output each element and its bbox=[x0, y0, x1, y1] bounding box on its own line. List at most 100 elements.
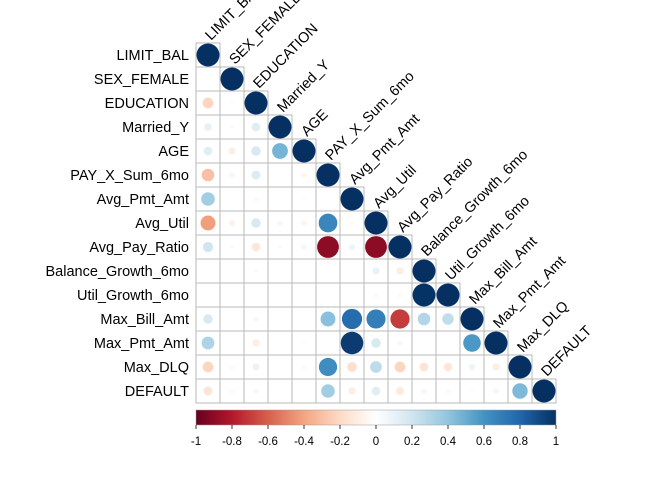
corr-circle-14-12 bbox=[493, 388, 499, 394]
corr-circle-5-5 bbox=[316, 163, 340, 187]
cell-9-1 bbox=[219, 258, 245, 284]
corr-circle-8-5 bbox=[317, 236, 339, 258]
corr-circle-7-0 bbox=[200, 215, 216, 231]
corr-circle-13-0 bbox=[202, 361, 214, 373]
cell-9-6 bbox=[339, 258, 365, 284]
row-label: SEX_FEMALE bbox=[94, 72, 189, 88]
cell-9-3 bbox=[267, 258, 293, 284]
corr-circle-2-1 bbox=[230, 101, 234, 105]
corr-circle-14-10 bbox=[445, 388, 451, 394]
row-label: LIMIT_BAL bbox=[116, 48, 189, 64]
corr-circle-6-5 bbox=[326, 197, 330, 201]
colorbar-tick-label: 0.6 bbox=[476, 436, 492, 448]
row-label: Max_DLQ bbox=[124, 360, 189, 376]
corr-circle-4-1 bbox=[228, 147, 236, 155]
corr-circle-12-6 bbox=[340, 331, 364, 355]
corr-circle-13-12 bbox=[492, 363, 500, 371]
corr-circle-8-3 bbox=[278, 245, 282, 249]
colorbar: -1 -0.8 -0.6 -0.4 -0.2 0 0.2 0.4 0.6 0.8 1 bbox=[191, 409, 559, 448]
row-label: Married_Y bbox=[122, 120, 189, 136]
corr-circle-14-1 bbox=[229, 388, 235, 394]
corr-circle-11-8 bbox=[390, 309, 410, 329]
cell-11-4 bbox=[291, 306, 317, 332]
corr-circle-7-7 bbox=[364, 211, 388, 235]
corr-circle-3-2 bbox=[251, 122, 261, 132]
cell-10-0 bbox=[195, 282, 221, 308]
corr-circle-10-9 bbox=[412, 283, 436, 307]
corr-circle-11-10 bbox=[442, 313, 454, 325]
colorbar-tick-label: -0.4 bbox=[294, 436, 314, 448]
corr-circle-8-6 bbox=[348, 243, 356, 251]
cell-12-3 bbox=[267, 330, 293, 356]
corr-circle-14-4 bbox=[302, 389, 306, 393]
corr-circle-9-2 bbox=[254, 269, 258, 273]
corr-circle-6-1 bbox=[230, 197, 234, 201]
corr-circle-12-4 bbox=[302, 341, 306, 345]
cell-9-7 bbox=[363, 258, 389, 284]
corr-circle-6-0 bbox=[201, 192, 215, 206]
colorbar-tick-label: 0.2 bbox=[404, 436, 420, 448]
corr-circle-14-9 bbox=[421, 388, 427, 394]
corr-circle-14-0 bbox=[203, 386, 213, 396]
corr-circle-10-7 bbox=[373, 292, 379, 298]
row-label: EDUCATION bbox=[105, 96, 189, 112]
corr-circle-13-4 bbox=[301, 364, 307, 370]
cell-10-4 bbox=[291, 282, 317, 308]
corr-circle-7-1 bbox=[228, 219, 236, 227]
corr-circle-1-0 bbox=[206, 77, 210, 81]
row-label: PAY_X_Sum_6mo bbox=[70, 168, 189, 184]
corr-circle-14-7 bbox=[371, 386, 381, 396]
corr-circle-5-3 bbox=[278, 173, 282, 177]
corr-circle-11-0 bbox=[203, 314, 213, 324]
corr-circle-7-2 bbox=[251, 218, 261, 228]
corr-circle-8-8 bbox=[388, 235, 412, 259]
cell-14-3 bbox=[267, 378, 293, 404]
corr-circle-12-12 bbox=[484, 331, 508, 355]
corr-circle-13-7 bbox=[370, 361, 382, 373]
corr-circle-12-11 bbox=[463, 334, 481, 352]
corr-circle-11-11 bbox=[460, 307, 484, 331]
colorbar-tick-label: 0 bbox=[373, 436, 379, 448]
correlation-grid bbox=[195, 42, 557, 404]
cell-13-3 bbox=[267, 354, 293, 380]
corr-circle-11-7 bbox=[366, 309, 386, 329]
corr-circle-6-4 bbox=[302, 197, 306, 201]
corr-circle-11-2 bbox=[253, 316, 259, 322]
cell-13-2 bbox=[243, 354, 269, 380]
corr-circle-14-8 bbox=[396, 387, 404, 395]
corr-circle-9-9 bbox=[412, 259, 436, 283]
colorbar-tick-label: -0.2 bbox=[330, 436, 350, 448]
corr-circle-6-3 bbox=[278, 197, 282, 201]
corr-circle-5-0 bbox=[201, 168, 215, 182]
colorbar-ticks: -1 -0.8 -0.6 -0.4 -0.2 0 0.2 0.4 0.6 0.8 1 bbox=[191, 425, 559, 448]
corr-circle-13-8 bbox=[394, 361, 406, 373]
cell-14-13 bbox=[507, 378, 533, 404]
colorbar-tick-label: -0.8 bbox=[222, 436, 242, 448]
row-label: Balance_Growth_6mo bbox=[46, 264, 189, 280]
cell-9-0 bbox=[195, 258, 221, 284]
corr-circle-11-5 bbox=[320, 311, 336, 327]
row-label: Util_Growth_6mo bbox=[77, 288, 189, 304]
colorbar-tick-label: -1 bbox=[191, 436, 201, 448]
cell-11-1 bbox=[219, 306, 245, 332]
corr-circle-10-10 bbox=[436, 283, 460, 307]
cell-12-10 bbox=[435, 330, 461, 356]
colorbar-gradient bbox=[195, 409, 557, 426]
corr-circle-8-2 bbox=[251, 242, 261, 252]
column-label: PAY_X_Sum_6mo bbox=[323, 69, 418, 164]
corr-circle-5-1 bbox=[229, 172, 235, 178]
corr-circle-4-3 bbox=[272, 143, 288, 159]
corr-circle-9-7 bbox=[372, 267, 380, 275]
corr-circle-6-2 bbox=[253, 196, 259, 202]
corr-circle-12-8 bbox=[397, 340, 403, 346]
colorbar-tick-label: -0.6 bbox=[258, 436, 278, 448]
corr-circle-13-5 bbox=[318, 357, 338, 377]
row-labels: LIMIT_BAL SEX_FEMALE EDUCATION Married_Y AGE… bbox=[46, 48, 190, 400]
corr-circle-14-11 bbox=[470, 389, 474, 393]
corr-circle-7-5 bbox=[318, 213, 338, 233]
corr-circle-12-0 bbox=[201, 336, 215, 350]
colorbar-tick-label: 0.4 bbox=[440, 436, 457, 448]
cell-10-2 bbox=[243, 282, 269, 308]
corr-circle-13-2 bbox=[252, 363, 260, 371]
